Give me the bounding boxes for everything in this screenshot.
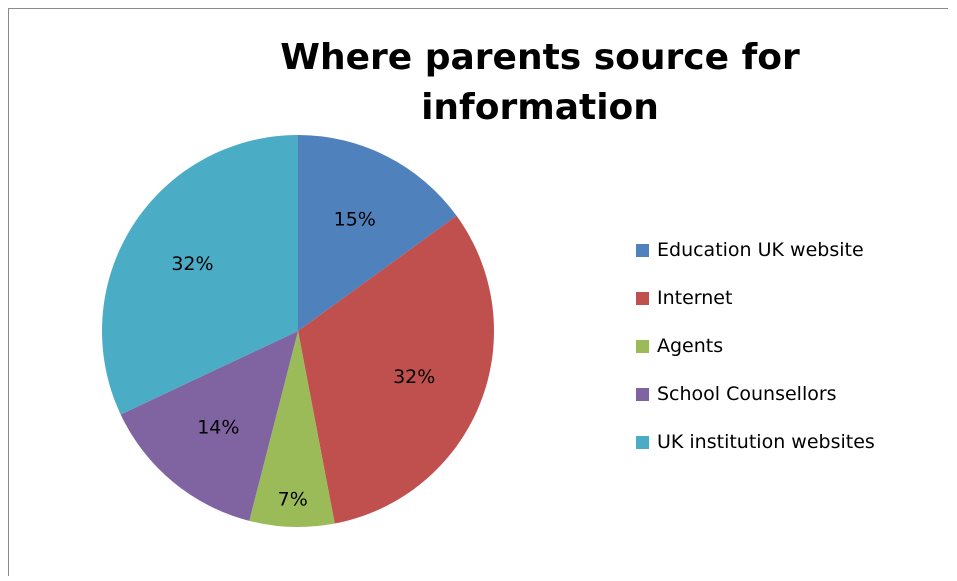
legend-swatch <box>636 339 649 353</box>
pie-slice <box>298 215 494 524</box>
legend-swatch <box>636 243 649 257</box>
legend-label: UK institution websites <box>657 431 875 453</box>
pie-slice <box>249 331 335 527</box>
pie-slice <box>102 135 299 415</box>
pie-data-label: 15% <box>334 209 376 231</box>
legend: Education UK website Internet Agents Sch… <box>636 226 875 466</box>
pie-data-label: 32% <box>393 366 435 388</box>
pie-slice <box>298 135 457 331</box>
pie-data-labels: 15% 32% 7% 14% 32% <box>171 209 435 511</box>
pie-slices <box>102 135 494 527</box>
chart-title: Where parents source for information <box>240 33 840 133</box>
chart-title-line-1: Where parents source for <box>280 37 800 78</box>
pie-data-label: 7% <box>278 488 308 510</box>
legend-label: Education UK website <box>657 239 864 261</box>
legend-label: Agents <box>657 335 724 357</box>
legend-item: UK institution websites <box>636 418 875 466</box>
legend-label: Internet <box>657 287 733 309</box>
pie-data-label: 32% <box>171 253 213 275</box>
pie-data-label: 14% <box>197 416 239 438</box>
legend-swatch <box>636 435 649 449</box>
legend-swatch <box>636 291 649 305</box>
legend-swatch <box>636 387 649 401</box>
legend-item: Internet <box>636 274 875 322</box>
pie-slice <box>120 331 298 521</box>
legend-label: School Counsellors <box>657 383 837 405</box>
legend-item: School Counsellors <box>636 370 875 418</box>
legend-item: Education UK website <box>636 226 875 274</box>
legend-item: Agents <box>636 322 875 370</box>
chart-title-line-2: information <box>421 87 659 128</box>
